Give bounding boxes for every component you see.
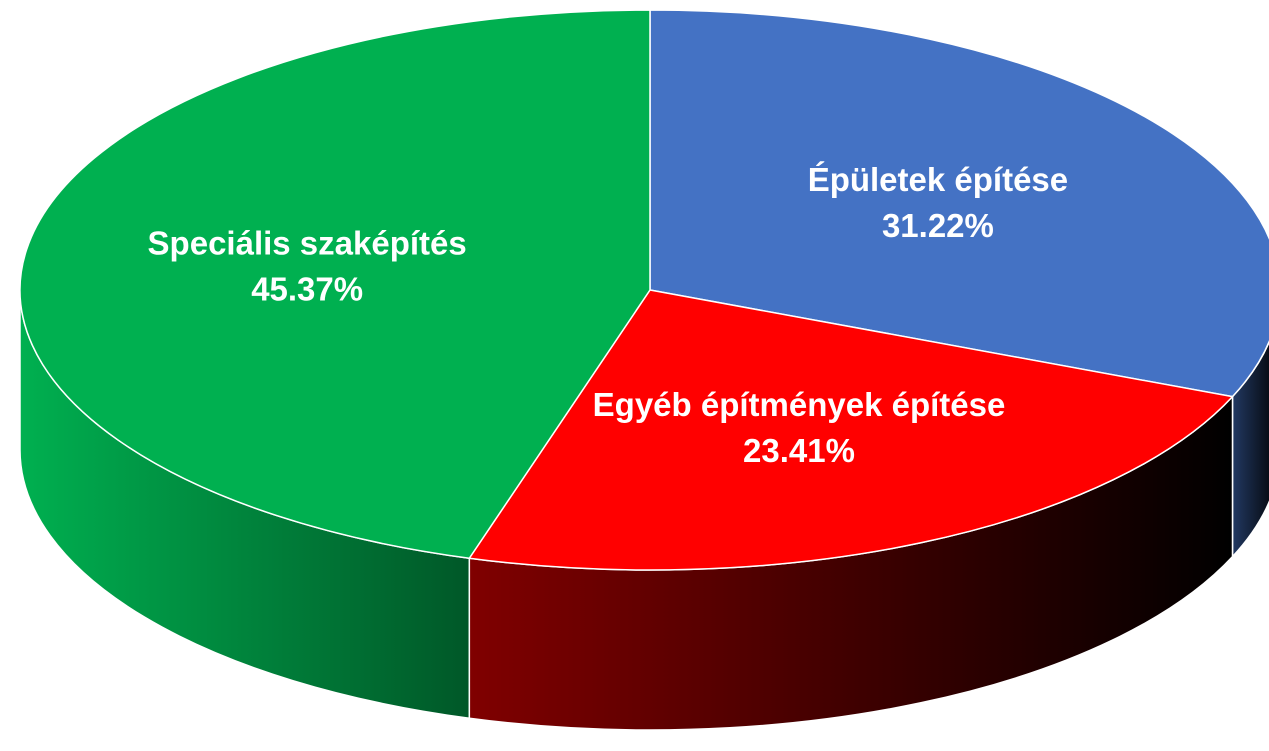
slice-label: Egyéb építmények építése: [593, 386, 1006, 423]
value-label: 31.22%: [882, 207, 994, 244]
pie-tops: [19, 9, 1269, 571]
pie-slice: [649, 9, 1269, 398]
pie-labels: Épületek építése 31.22% Egyéb építmények é…: [148, 161, 1069, 469]
pie-slice: [19, 9, 651, 560]
slice-label: Épületek építése: [808, 161, 1068, 198]
pie-slice: [468, 289, 1234, 571]
value-label: 45.37%: [251, 270, 363, 307]
value-label: 23.41%: [743, 432, 855, 469]
slice-label: Speciális szaképítés: [148, 224, 467, 261]
